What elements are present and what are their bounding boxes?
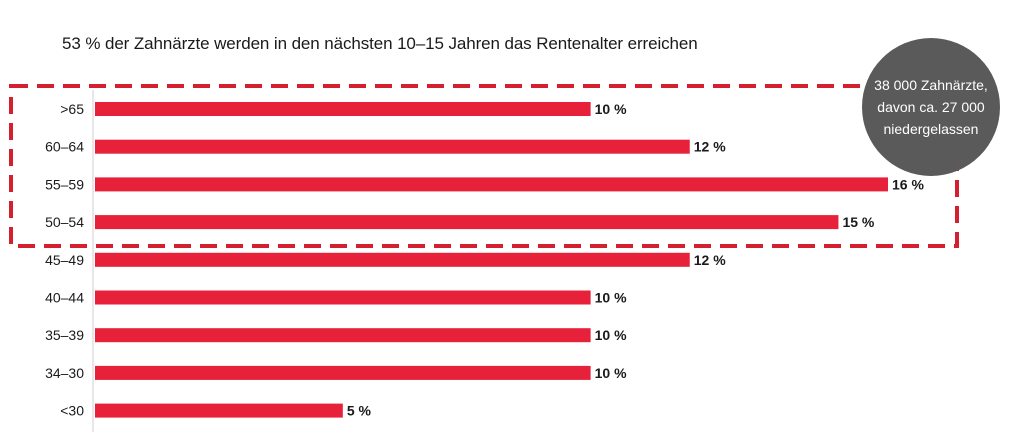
category-label: 60–64 xyxy=(45,139,84,155)
category-label: 50–54 xyxy=(45,214,84,230)
value-label: 5 % xyxy=(347,403,372,419)
value-label: 12 % xyxy=(694,139,726,155)
bar xyxy=(95,365,591,380)
category-label: 35–39 xyxy=(45,327,84,343)
annotation-line-3: niedergelassen xyxy=(883,121,979,137)
bar xyxy=(95,139,690,154)
value-label: 15 % xyxy=(842,214,874,230)
annotation-line-1: 38 000 Zahnärzte, xyxy=(874,77,988,93)
annotation-line-2: davon ca. 27 000 xyxy=(877,99,985,115)
bar xyxy=(95,290,591,305)
category-label: 34–30 xyxy=(45,365,84,381)
category-label: 40–44 xyxy=(45,290,84,306)
category-label: >65 xyxy=(60,101,84,117)
value-label: 10 % xyxy=(595,365,627,381)
chart-title: 53 % der Zahnärzte werden in den nächste… xyxy=(62,34,698,53)
bar xyxy=(95,177,888,192)
category-label: <30 xyxy=(60,403,84,419)
value-label: 10 % xyxy=(595,290,627,306)
bars-group: >65 10 % 60–64 12 % 55–59 16 % 50–54 15 % 45–49 1… xyxy=(45,101,924,419)
value-label: 10 % xyxy=(595,101,627,117)
value-label: 10 % xyxy=(595,327,627,343)
bar xyxy=(95,215,839,230)
value-label: 16 % xyxy=(892,176,924,192)
category-label: 55–59 xyxy=(45,176,84,192)
bar xyxy=(95,102,591,116)
category-label: 45–49 xyxy=(45,252,84,268)
annotation-badge: 38 000 Zahnärzte, davon ca. 27 000 niede… xyxy=(862,38,1000,176)
bar xyxy=(95,328,591,343)
bar xyxy=(95,403,343,418)
value-label: 12 % xyxy=(694,252,726,268)
bar xyxy=(95,252,690,267)
